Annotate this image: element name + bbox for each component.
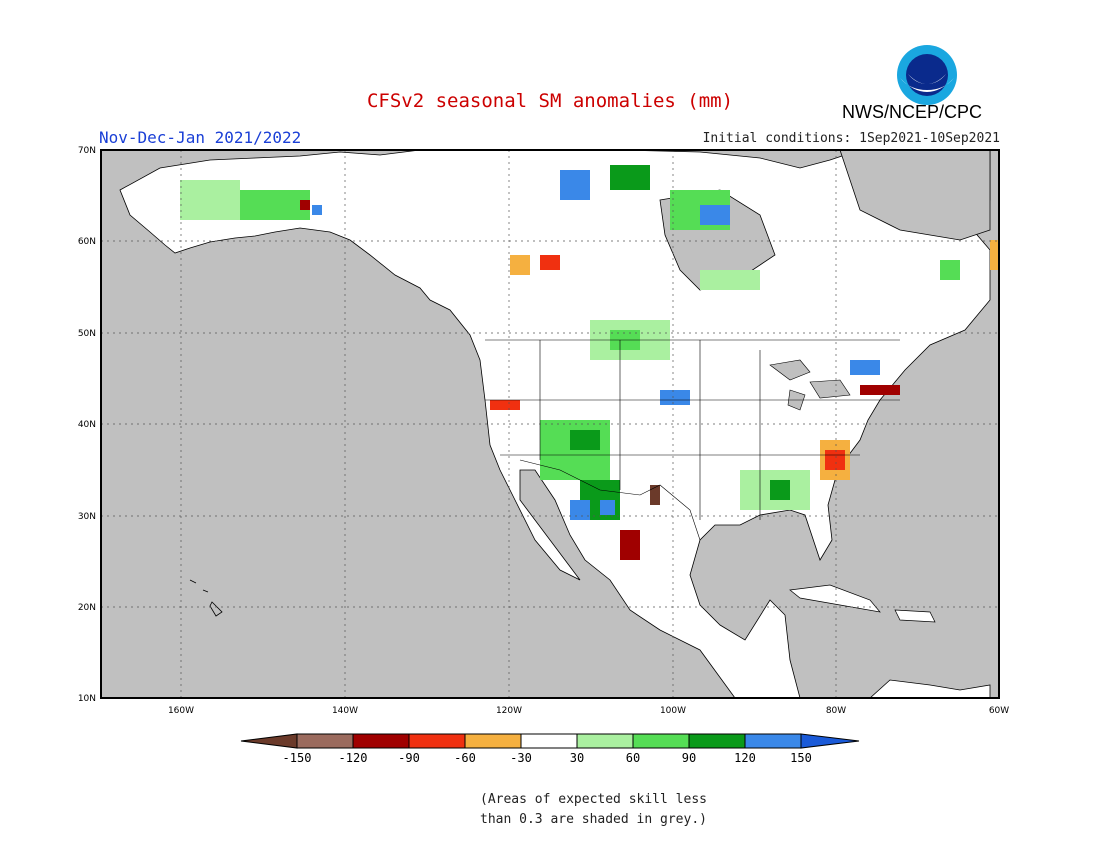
colorbar-cell — [520, 733, 578, 749]
noaa-logo — [897, 45, 957, 105]
colorbar-label: 120 — [734, 751, 756, 765]
initial-conditions-label: Initial conditions: 1Sep2021-10Sep2021 — [702, 131, 1000, 146]
map-area — [101, 150, 999, 698]
colorbar-label: -60 — [454, 751, 476, 765]
footnote-line-2: than 0.3 are shaded in grey.) — [480, 812, 707, 827]
colorbar-label: -150 — [283, 751, 312, 765]
lat-label: 50N — [78, 329, 96, 339]
footnote-line-1: (Areas of expected skill less — [480, 792, 707, 807]
colorbar-cell — [240, 733, 298, 749]
hispaniola — [894, 609, 936, 623]
agency-label: NWS/NCEP/CPC — [842, 102, 983, 122]
lat-label: 70N — [78, 146, 96, 156]
anomaly-cells — [180, 165, 999, 560]
chart-title: CFSv2 seasonal SM anomalies (mm) — [366, 90, 734, 112]
land-greenland — [839, 150, 991, 241]
colorbar-label: -30 — [510, 751, 532, 765]
colorbar — [240, 733, 860, 749]
colorbar-cell — [744, 733, 802, 749]
colorbar-cell — [632, 733, 690, 749]
lon-label: 140W — [332, 706, 358, 716]
colorbar-cell — [408, 733, 466, 749]
colorbar-cell — [352, 733, 410, 749]
lat-label: 10N — [78, 694, 96, 704]
colorbar-label: 30 — [570, 751, 584, 765]
lat-label: 30N — [78, 512, 96, 522]
lat-label: 20N — [78, 603, 96, 613]
colorbar-cell — [576, 733, 634, 749]
hawaii — [189, 579, 223, 617]
colorbar-cell — [296, 733, 354, 749]
lon-label: 60W — [989, 706, 1009, 716]
colorbar-label: 150 — [790, 751, 812, 765]
south-america — [869, 679, 991, 698]
lon-label: 80W — [826, 706, 846, 716]
map-frame — [100, 149, 1000, 699]
season-label: Nov-Dec-Jan 2021/2022 — [99, 128, 302, 147]
lat-label: 40N — [78, 420, 96, 430]
lon-label: 120W — [496, 706, 522, 716]
lat-label: 60N — [78, 237, 96, 247]
lon-label: 160W — [168, 706, 194, 716]
graticule — [101, 150, 999, 698]
colorbar-cell — [800, 733, 860, 749]
colorbar-label: -90 — [398, 751, 420, 765]
colorbar-cell — [464, 733, 522, 749]
colorbar-label: -120 — [339, 751, 368, 765]
lon-label: 100W — [660, 706, 686, 716]
cuba — [789, 584, 881, 613]
colorbar-cell — [688, 733, 746, 749]
colorbar-label: 90 — [682, 751, 696, 765]
colorbar-label: 60 — [626, 751, 640, 765]
borders — [485, 339, 900, 541]
